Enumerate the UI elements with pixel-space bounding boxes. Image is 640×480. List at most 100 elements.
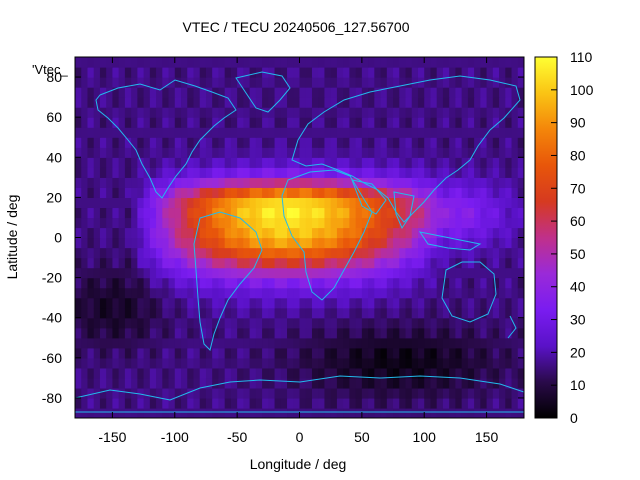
heatmap-cell	[368, 257, 375, 269]
heatmap-cell	[405, 317, 413, 329]
heatmap-cell	[467, 287, 475, 299]
heatmap-cell	[293, 167, 301, 178]
heatmap-cell	[374, 177, 382, 188]
heatmap-cell	[442, 97, 450, 108]
heatmap-cell	[374, 387, 382, 399]
heatmap-cell	[486, 387, 494, 399]
heatmap-cell	[318, 117, 326, 128]
heatmap-cell	[511, 407, 519, 418]
heatmap-cell	[424, 257, 432, 269]
heatmap-cell	[137, 77, 145, 88]
heatmap-cell	[343, 147, 350, 158]
heatmap-cell	[174, 107, 182, 118]
heatmap-cell	[268, 367, 276, 379]
heatmap-cell	[118, 287, 126, 299]
heatmap-cell	[330, 277, 338, 289]
heatmap-cell	[181, 407, 188, 418]
heatmap-cell	[305, 107, 313, 118]
heatmap-cell	[162, 307, 170, 319]
heatmap-cell	[417, 337, 425, 349]
heatmap-cell	[93, 157, 101, 168]
heatmap-cell	[274, 297, 282, 309]
heatmap-cell	[480, 267, 488, 279]
heatmap-cell	[137, 407, 145, 418]
heatmap-cell	[424, 357, 432, 369]
heatmap-cell	[149, 217, 157, 229]
heatmap-cell	[274, 357, 282, 369]
heatmap-cell	[131, 167, 138, 178]
colorbar-tick-label: 60	[570, 213, 586, 229]
heatmap-cell	[143, 177, 151, 188]
heatmap-cell	[75, 187, 82, 198]
heatmap-cell	[255, 127, 263, 138]
heatmap-cell	[187, 267, 195, 279]
heatmap-cell	[199, 257, 207, 269]
heatmap-cell	[87, 397, 95, 409]
heatmap-cell	[293, 277, 301, 289]
heatmap-cell	[455, 67, 463, 78]
heatmap-cell	[205, 137, 213, 148]
heatmap-cell	[280, 167, 288, 178]
heatmap-cell	[368, 167, 375, 178]
heatmap-cell	[455, 377, 463, 389]
heatmap-cell	[280, 147, 288, 158]
heatmap-cell	[124, 377, 132, 389]
heatmap-cell	[99, 217, 107, 229]
heatmap-cell	[436, 407, 444, 418]
heatmap-cell	[87, 297, 95, 309]
heatmap-cell	[311, 77, 319, 88]
heatmap-cell	[486, 257, 494, 269]
heatmap-cell	[417, 317, 425, 329]
heatmap-cell	[505, 287, 513, 299]
heatmap-cell	[124, 117, 132, 128]
heatmap-cell	[311, 117, 319, 128]
heatmap-cell	[480, 347, 488, 359]
heatmap-cell	[280, 217, 288, 229]
heatmap-cell	[81, 57, 89, 68]
heatmap-cell	[168, 97, 176, 108]
heatmap-cell	[193, 187, 201, 198]
heatmap-cell	[124, 207, 132, 219]
heatmap-cell	[287, 307, 294, 319]
heatmap-cell	[162, 97, 170, 108]
heatmap-cell	[149, 107, 157, 118]
heatmap-cell	[305, 337, 313, 349]
heatmap-cell	[374, 97, 382, 108]
heatmap-cell	[442, 377, 450, 389]
heatmap-cell	[262, 287, 269, 299]
heatmap-cell	[399, 347, 407, 359]
heatmap-cell	[168, 197, 176, 209]
heatmap-cell	[199, 127, 207, 138]
heatmap-cell	[336, 277, 344, 289]
heatmap-cell	[461, 177, 469, 188]
heatmap-cell	[243, 407, 251, 418]
heatmap-cell	[205, 367, 213, 379]
heatmap-cell	[212, 107, 220, 118]
heatmap-cell	[505, 127, 513, 138]
heatmap-cell	[361, 57, 369, 68]
heatmap-cell	[93, 357, 101, 369]
heatmap-cell	[274, 177, 282, 188]
heatmap-cell	[143, 127, 151, 138]
heatmap-cell	[318, 387, 326, 399]
heatmap-cell	[442, 127, 450, 138]
heatmap-cell	[305, 57, 313, 68]
heatmap-cell	[380, 357, 388, 369]
heatmap-cell	[393, 67, 400, 78]
heatmap-cell	[199, 277, 207, 289]
heatmap-cell	[318, 217, 326, 229]
heatmap-cell	[411, 207, 419, 219]
heatmap-cell	[181, 147, 188, 158]
heatmap-cell	[492, 77, 500, 88]
heatmap-cell	[124, 267, 132, 279]
heatmap-cell	[262, 97, 269, 108]
heatmap-cell	[374, 207, 382, 219]
heatmap-cell	[492, 357, 500, 369]
heatmap-cell	[343, 257, 350, 269]
heatmap-cell	[199, 357, 207, 369]
heatmap-cell	[262, 377, 269, 389]
heatmap-cell	[137, 67, 145, 78]
heatmap-cell	[81, 137, 89, 148]
heatmap-cell	[361, 327, 369, 339]
heatmap-cell	[205, 317, 213, 329]
